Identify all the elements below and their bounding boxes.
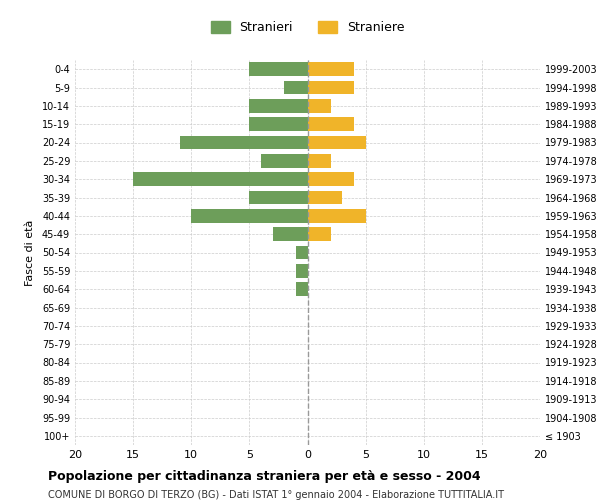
Bar: [308, 154, 331, 168]
Bar: [296, 282, 308, 296]
Bar: [191, 209, 308, 222]
Bar: [308, 172, 354, 186]
Bar: [308, 209, 365, 222]
Bar: [284, 80, 308, 94]
Bar: [308, 62, 354, 76]
Y-axis label: Fasce di età: Fasce di età: [25, 220, 35, 286]
Bar: [250, 99, 308, 112]
Text: COMUNE DI BORGO DI TERZO (BG) - Dati ISTAT 1° gennaio 2004 - Elaborazione TUTTIT: COMUNE DI BORGO DI TERZO (BG) - Dati IST…: [48, 490, 504, 500]
Bar: [250, 62, 308, 76]
Legend: Stranieri, Straniere: Stranieri, Straniere: [206, 16, 409, 39]
Bar: [296, 264, 308, 278]
Bar: [250, 118, 308, 131]
Bar: [272, 228, 308, 241]
Bar: [308, 118, 354, 131]
Bar: [179, 136, 308, 149]
Bar: [308, 80, 354, 94]
Bar: [308, 136, 365, 149]
Bar: [308, 228, 331, 241]
Text: Popolazione per cittadinanza straniera per età e sesso - 2004: Popolazione per cittadinanza straniera p…: [48, 470, 481, 483]
Bar: [261, 154, 308, 168]
Bar: [308, 190, 343, 204]
Bar: [133, 172, 308, 186]
Bar: [250, 190, 308, 204]
Bar: [308, 99, 331, 112]
Bar: [296, 246, 308, 260]
